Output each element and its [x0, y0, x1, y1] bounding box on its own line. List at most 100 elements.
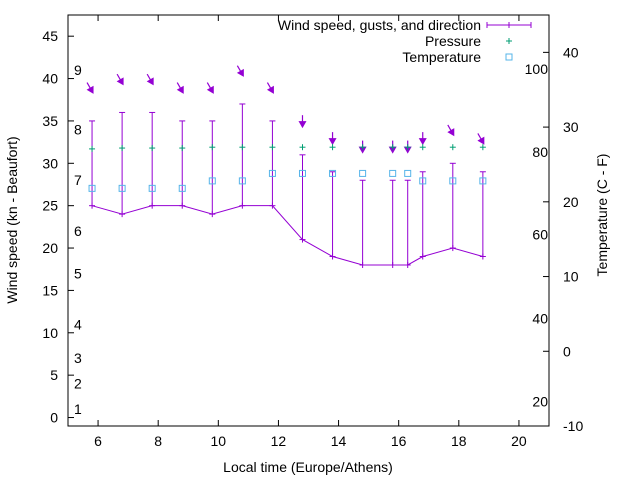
temperature-point: [298, 169, 306, 177]
x-axis-label: Local time (Europe/Athens): [223, 459, 393, 475]
wind-speed-point: [359, 261, 366, 268]
wind-direction-arrow: [86, 82, 94, 94]
temperature-point: [449, 177, 457, 185]
y-tick-label: 45: [42, 28, 58, 44]
pressure-point: [89, 145, 96, 152]
wind-speed-point: [209, 211, 216, 218]
arrow-head: [447, 128, 455, 137]
arrow-head: [266, 85, 274, 94]
beaufort-label: 7: [74, 172, 82, 188]
pressure-point: [479, 144, 486, 151]
y2-tick-label: 20: [563, 194, 579, 210]
axes-layer: 6 8 10 12 14 16 18 20051015202530354045-1001020…: [42, 15, 583, 449]
x-tick-label: 6: [94, 433, 102, 449]
y-tick-label: 35: [42, 113, 58, 129]
y-axis-label: Wind speed (kn - Beaufort): [4, 136, 20, 303]
temperature-point: [419, 177, 427, 185]
wind-speed-point: [419, 253, 426, 260]
beaufort-label: 5: [74, 265, 82, 281]
arrow-head: [477, 136, 485, 145]
beaufort-label: 3: [74, 350, 82, 366]
x-tick-label: 14: [331, 433, 347, 449]
y-tick-label: 0: [50, 410, 58, 426]
wind-direction-arrow: [116, 73, 124, 86]
temperature-point: [148, 184, 156, 192]
plot-frame: [67, 14, 550, 427]
wind-direction-arrow: [236, 65, 244, 77]
beaufort-label: 1: [74, 401, 82, 417]
data-layer: [86, 65, 487, 268]
temperature-point: [359, 169, 367, 177]
fahrenheit-label: 100: [525, 61, 549, 77]
wind-speed-point: [449, 245, 456, 252]
y2-tick-label: 0: [563, 343, 571, 359]
wind-speed-point: [269, 202, 276, 209]
arrow-head: [418, 138, 427, 146]
arrow-head: [298, 121, 307, 129]
beaufort-label: 4: [74, 316, 82, 332]
fahrenheit-label: 20: [532, 393, 548, 409]
pressure-point: [149, 145, 156, 152]
wind-direction-arrow: [266, 82, 274, 94]
temperature-point: [118, 184, 126, 192]
temperature-point: [479, 177, 487, 185]
arrow-head: [146, 77, 154, 86]
pressure-point: [179, 145, 186, 152]
fahrenheit-label: 60: [532, 227, 548, 243]
arrow-head: [206, 85, 214, 94]
x-tick-label: 16: [391, 433, 407, 449]
temperature-point: [178, 184, 186, 192]
x-tick-label: 8: [154, 433, 162, 449]
y2-tick-label: 10: [563, 269, 579, 285]
y-tick-label: 20: [42, 240, 58, 256]
temperature-point: [238, 177, 246, 185]
pressure-point: [239, 144, 246, 151]
y2-tick-label: -10: [563, 418, 583, 434]
y-tick-label: 10: [42, 325, 58, 341]
temperature-point: [389, 169, 397, 177]
pressure-point: [449, 144, 456, 151]
temperature-point: [88, 184, 96, 192]
beaufort-label: 8: [74, 121, 82, 137]
pressure-point: [419, 144, 426, 151]
wind-direction-arrow: [477, 133, 485, 145]
pressure-point: [209, 144, 216, 151]
wind-direction-arrow: [447, 124, 455, 137]
arrow-head: [86, 85, 94, 94]
wind-direction-arrow: [146, 73, 154, 86]
temperature-point: [208, 177, 216, 185]
pressure-point: [404, 144, 411, 151]
legend-label-wind: Wind speed, gusts, and direction: [278, 17, 481, 33]
arrow-head: [236, 68, 244, 77]
wind-speed-point: [479, 253, 486, 260]
arrow-head: [116, 77, 124, 86]
legend-label-temperature: Temperature: [402, 49, 481, 65]
pressure-point: [299, 144, 306, 151]
x-tick-label: 18: [451, 433, 467, 449]
legend: Wind speed, gusts, and directionPressure…: [278, 17, 532, 65]
wind-speed-point: [149, 202, 156, 209]
wind-speed-point: [389, 261, 396, 268]
wind-direction-arrow: [176, 82, 184, 94]
wind-speed-point: [179, 202, 186, 209]
x-tick-label: 12: [271, 433, 287, 449]
beaufort-label: 6: [74, 223, 82, 239]
y-tick-label: 25: [42, 198, 58, 214]
y-tick-label: 30: [42, 155, 58, 171]
beaufort-label: 2: [74, 376, 82, 392]
temperature-point: [268, 169, 276, 177]
wind-speed-point: [119, 211, 126, 218]
temperature-point: [404, 169, 412, 177]
wind-direction-arrow: [328, 132, 337, 146]
arrow-head: [328, 138, 337, 146]
wind-speed-point: [89, 202, 96, 209]
pressure-point: [359, 144, 366, 151]
pressure-point: [269, 144, 276, 151]
y-tick-label: 15: [42, 282, 58, 298]
wind-speed-point: [329, 253, 336, 260]
y-tick-label: 5: [50, 367, 58, 383]
wind-speed-point: [239, 202, 246, 209]
wind-direction-arrow: [206, 82, 214, 94]
arrow-head: [176, 85, 184, 94]
